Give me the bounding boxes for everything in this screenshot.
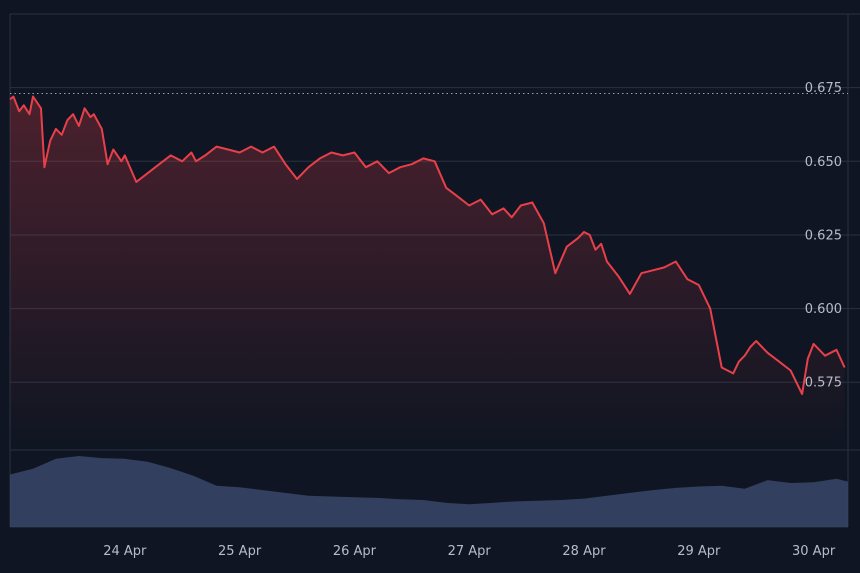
x-tick-label: 27 Apr: [448, 544, 492, 559]
y-axis-ticks: 0.675 0.650 0.625 0.600 0.575: [805, 81, 842, 391]
x-tick-label: 30 Apr: [792, 544, 836, 559]
volume-series: [10, 456, 848, 527]
price-line: [9, 95, 846, 395]
price-area-fill: [10, 96, 845, 450]
x-tick-label: 29 Apr: [677, 544, 721, 559]
x-tick-label: 24 Apr: [103, 544, 147, 559]
x-tick-label: 25 Apr: [218, 544, 262, 559]
price-series: [9, 95, 846, 395]
x-tick-label: 28 Apr: [562, 544, 606, 559]
volume-area: [10, 456, 848, 527]
y-tick-label: 0.650: [805, 155, 842, 170]
y-tick-label: 0.575: [805, 376, 842, 391]
price-area: [10, 96, 845, 450]
y-tick-label: 0.600: [805, 302, 842, 317]
x-axis-ticks: 24 Apr 25 Apr 26 Apr 27 Apr 28 Apr 29 Apr 30 A…: [103, 544, 836, 559]
y-tick-label: 0.625: [805, 228, 842, 243]
x-tick-label: 26 Apr: [333, 544, 377, 559]
y-tick-label: 0.675: [805, 81, 842, 96]
